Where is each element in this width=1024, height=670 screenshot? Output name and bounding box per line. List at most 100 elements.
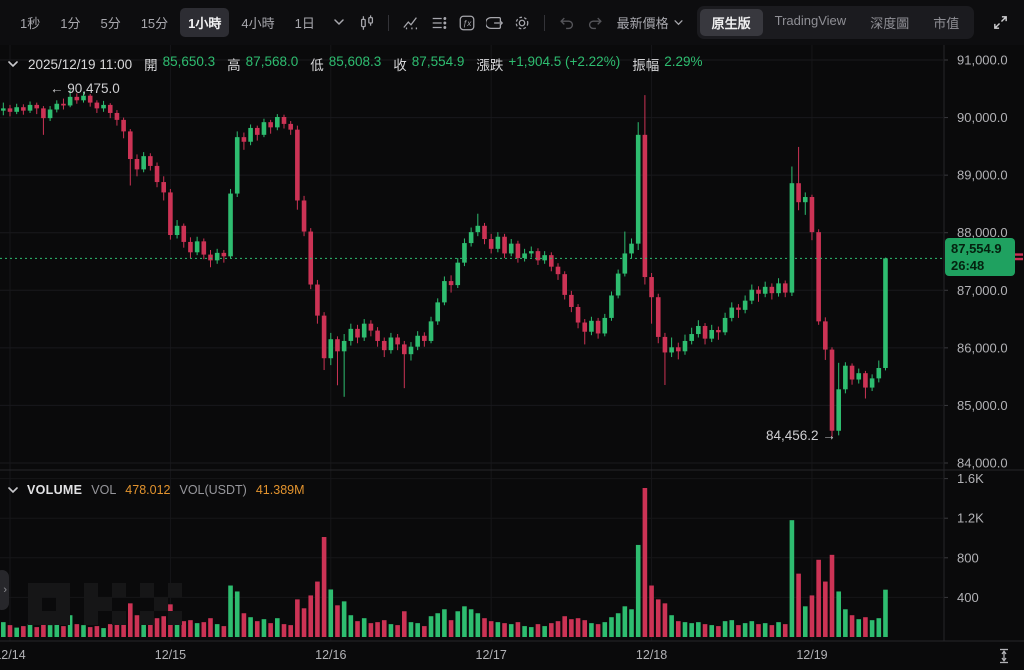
volume-bar (502, 623, 507, 637)
time-tick-label: 12/14 (0, 648, 26, 662)
volume-bar (47, 625, 53, 637)
volume-bar (442, 609, 447, 637)
collapse-volume-chevron-icon[interactable] (8, 483, 18, 497)
candle-body (622, 253, 628, 274)
candle-body (582, 322, 588, 332)
fullscreen-expand-icon[interactable] (988, 9, 1012, 37)
watermark-glyph-k (84, 583, 126, 625)
candle-body (468, 232, 474, 244)
timeframe-1d[interactable]: 1日 (294, 16, 315, 31)
candle-body (702, 325, 708, 339)
candle-body (615, 273, 621, 296)
candle-body (555, 266, 561, 275)
candle-body (395, 337, 400, 345)
side-panel-expand-handle[interactable]: › (0, 570, 9, 610)
candle-body (268, 122, 273, 128)
high-label: 高 (227, 58, 241, 73)
collapse-ohlc-chevron-icon[interactable] (8, 60, 18, 68)
volume-bar (295, 599, 300, 637)
replay-icon[interactable] (483, 9, 507, 37)
candle-body (254, 127, 260, 135)
volume-bar (14, 627, 19, 637)
volume-bar (221, 626, 227, 637)
volume-bar (836, 591, 841, 637)
candle-body (61, 103, 66, 106)
redo-icon[interactable] (583, 9, 607, 37)
candle-body (742, 300, 748, 310)
vol-label: VOL (91, 483, 117, 497)
indicators-icon[interactable] (399, 9, 423, 37)
timeframe-1m[interactable]: 1分 (60, 16, 81, 31)
timeframe-4h[interactable]: 4小時 (241, 16, 275, 31)
volume-bar (522, 626, 527, 637)
watermark-cell (28, 583, 42, 597)
candle-countdown: 26:48 (951, 258, 985, 273)
candle-body (836, 389, 841, 431)
watermark-cell (98, 583, 112, 597)
watermark-cell (28, 597, 42, 611)
tab-native-chart[interactable]: 原生版 (699, 9, 763, 36)
watermark-cell (112, 583, 126, 597)
volume-bar (375, 622, 380, 637)
timeframe-5m[interactable]: 5分 (100, 16, 121, 31)
volume-bar (428, 616, 434, 637)
timeframe-15m[interactable]: 15分 (140, 16, 169, 31)
function-fx-icon[interactable]: ƒx (455, 9, 479, 37)
candle-body (87, 95, 93, 103)
watermark-cell (168, 597, 182, 611)
volume-bar (1, 622, 6, 637)
volume-bar (355, 621, 360, 637)
volume-bar (261, 619, 267, 637)
volume-bar (54, 623, 60, 637)
close-label: 收 (393, 58, 407, 73)
candle-body (134, 159, 140, 170)
time-tick-label: 12/18 (636, 648, 667, 662)
compare-list-icon[interactable] (427, 9, 451, 37)
volume-bar (208, 618, 213, 637)
volume-bar (655, 599, 661, 637)
volume-bar (268, 623, 273, 637)
candle-body (669, 347, 674, 353)
candle-body (869, 378, 875, 388)
volume-bar (462, 606, 467, 637)
volume-bar (328, 589, 334, 637)
timeframe-1h[interactable]: 1小時 (180, 8, 230, 37)
latest-price-dropdown[interactable]: 最新價格 (617, 13, 683, 32)
change-value: +1,904.5 (+2.22%) (508, 54, 621, 69)
close-value: 87,554.9 (411, 54, 465, 69)
volume-bar (401, 611, 407, 637)
settings-gear-icon[interactable] (510, 9, 534, 37)
timeframe-dropdown-chevron-icon[interactable] (327, 9, 351, 37)
tab-market-cap[interactable]: 市值 (933, 16, 960, 31)
volume-bar (468, 609, 474, 637)
volume-bar (722, 621, 728, 637)
candle-body (549, 255, 554, 267)
volume-bar (321, 537, 327, 637)
volume-bar (742, 623, 748, 637)
candle-body (595, 320, 601, 334)
undo-icon[interactable] (555, 9, 579, 37)
candle-body (94, 102, 100, 109)
watermark-cell (154, 611, 168, 625)
tab-tradingview[interactable]: TradingView (774, 13, 847, 28)
candle-body (408, 346, 414, 355)
candle-body (649, 277, 654, 298)
watermark-cell (42, 611, 56, 625)
open-label: 開 (144, 58, 158, 73)
volume-bar (796, 573, 801, 637)
tab-depth-chart[interactable]: 深度圖 (870, 16, 910, 31)
candle-body (662, 336, 668, 353)
candle-body (234, 137, 240, 194)
volume-bar (27, 624, 33, 637)
volume-bar (154, 618, 160, 637)
volume-bar (782, 624, 788, 637)
candle-body (635, 134, 641, 244)
volume-bar (234, 591, 240, 637)
timeframe-1s[interactable]: 1秒 (20, 16, 41, 31)
candle-body (629, 243, 634, 254)
axis-auto-fit-icon[interactable] (995, 647, 1013, 670)
volume-bar (495, 622, 501, 637)
chart-style-candles-icon[interactable] (355, 9, 379, 37)
